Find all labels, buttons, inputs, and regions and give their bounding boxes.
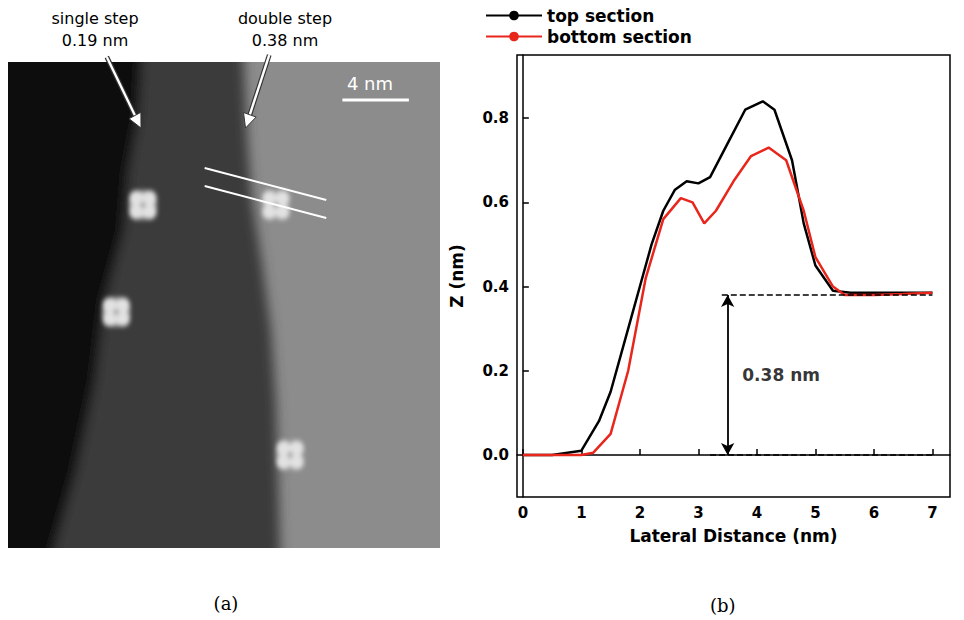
svg-text:2: 2 [635, 504, 645, 522]
svg-text:Z (nm): Z (nm) [447, 244, 467, 308]
svg-text:0: 0 [518, 504, 528, 522]
svg-text:0.38 nm: 0.38 nm [252, 31, 318, 50]
svg-text:single step: single step [51, 9, 138, 28]
svg-text:3: 3 [693, 504, 703, 522]
svg-text:5: 5 [810, 504, 820, 522]
svg-text:Lateral Distance (nm): Lateral Distance (nm) [629, 526, 837, 546]
svg-text:4: 4 [752, 504, 762, 522]
svg-text:6: 6 [869, 504, 879, 522]
svg-text:double step: double step [238, 9, 332, 28]
svg-text:(a): (a) [214, 593, 239, 614]
svg-text:bottom section: bottom section [547, 27, 692, 47]
svg-text:0.38 nm: 0.38 nm [742, 365, 820, 385]
svg-text:(b): (b) [710, 595, 736, 616]
svg-text:0.2: 0.2 [482, 362, 509, 380]
svg-text:0.8: 0.8 [482, 109, 509, 127]
svg-text:0.4: 0.4 [482, 278, 509, 296]
svg-text:0.19 nm: 0.19 nm [62, 31, 128, 50]
svg-text:0.0: 0.0 [482, 446, 509, 464]
svg-text:7: 7 [927, 504, 937, 522]
svg-text:top section: top section [547, 6, 654, 26]
svg-text:4 nm: 4 nm [347, 73, 393, 94]
svg-text:0.6: 0.6 [482, 193, 509, 211]
svg-text:1: 1 [576, 504, 586, 522]
